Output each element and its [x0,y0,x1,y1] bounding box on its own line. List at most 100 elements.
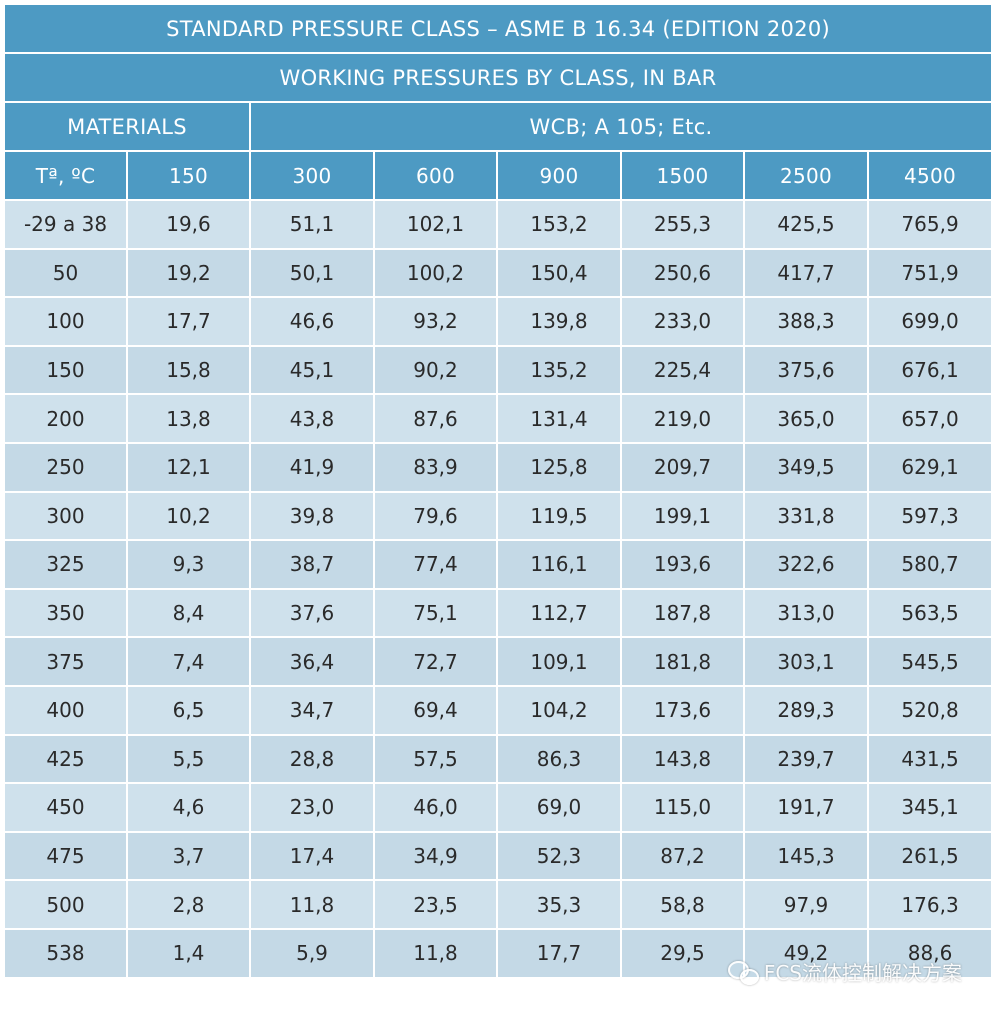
temperature-cell: 100 [3,296,128,347]
pressure-cell: 375,6 [743,344,869,396]
pressure-cell: 83,9 [373,441,498,493]
table-row: 425 5,5 28,8 57,5 86,3 143,8 239,7 431,5 [3,733,994,785]
pressure-cell: 17,7 [126,296,251,347]
pressure-cell: 193,6 [620,539,745,590]
temperature-cell: 150 [3,344,128,396]
pressure-cell: 176,3 [866,879,994,930]
temperature-cell: 475 [3,830,128,882]
pressure-cell: 38,7 [249,539,375,590]
pressure-cell: 116,1 [496,539,622,590]
pressure-cell: 23,0 [249,782,375,833]
pressure-cell: 43,8 [249,393,375,444]
pressure-cell: 125,8 [496,441,622,493]
pressure-cell: 46,6 [249,296,375,347]
pressure-cell: 239,7 [743,733,869,785]
pressure-cell: 150,4 [496,247,622,299]
pressure-cell: 629,1 [866,441,994,493]
table-row: 300 10,2 39,8 79,6 119,5 199,1 331,8 597,3 [3,490,994,542]
temperature-cell: 450 [3,782,128,833]
pressure-cell: 102,1 [373,199,498,250]
pressure-cell: 90,2 [373,344,498,396]
table-row: 350 8,4 37,6 75,1 112,7 187,8 313,0 563,5 [3,587,994,639]
pressure-cell: 86,3 [496,733,622,785]
pressure-cell: 37,6 [249,587,375,639]
pressure-cell: 11,8 [249,879,375,930]
watermark-text: FCS流体控制解决方案 [763,961,962,985]
pressure-cell: 1,4 [126,927,251,979]
pressure-cell: 115,0 [620,782,745,833]
pressure-cell: 34,7 [249,684,375,736]
table-row: 475 3,7 17,4 34,9 52,3 87,2 145,3 261,5 [3,830,994,882]
column-header-class-1500: 1500 [620,150,745,201]
pressure-cell: 93,2 [373,296,498,347]
pressure-cell: 520,8 [866,684,994,736]
temperature-cell: 200 [3,393,128,444]
table-row: 500 2,8 11,8 23,5 35,3 58,8 97,9 176,3 [3,879,994,930]
pressure-cell: 17,4 [249,830,375,882]
pressure-cell: 345,1 [866,782,994,833]
pressure-cell: 313,0 [743,587,869,639]
pressure-cell: 143,8 [620,733,745,785]
table-row: 375 7,4 36,4 72,7 109,1 181,8 303,1 545,5 [3,636,994,687]
pressure-cell: 250,6 [620,247,745,299]
pressure-cell: 425,5 [743,199,869,250]
pressure-cell: 11,8 [373,927,498,979]
temperature-cell: 50 [3,247,128,299]
title-row: STANDARD PRESSURE CLASS – ASME B 16.34 (… [2,3,994,54]
pressure-cell: 233,0 [620,296,745,347]
pressure-cell: 87,6 [373,393,498,444]
pressure-cell: 765,9 [866,199,994,250]
pressure-cell: 225,4 [620,344,745,396]
table-subtitle: WORKING PRESSURES BY CLASS, IN BAR [2,52,994,103]
pressure-cell: 46,0 [373,782,498,833]
pressure-cell: 145,3 [743,830,869,882]
table-row: 400 6,5 34,7 69,4 104,2 173,6 289,3 520,8 [3,684,994,736]
pressure-cell: 5,9 [249,927,375,979]
pressure-cell: 209,7 [620,441,745,493]
watermark: FCS流体控制解决方案 [727,957,962,986]
pressure-cell: 97,9 [743,879,869,930]
table-title: STANDARD PRESSURE CLASS – ASME B 16.34 (… [2,3,994,54]
pressure-cell: 69,4 [373,684,498,736]
temperature-cell: -29 a 38 [3,199,128,250]
pressure-cell: 35,3 [496,879,622,930]
temperature-cell: 300 [3,490,128,542]
pressure-cell: 388,3 [743,296,869,347]
pressure-cell: 580,7 [866,539,994,590]
column-header-class-150: 150 [126,150,251,201]
pressure-cell: 6,5 [126,684,251,736]
pressure-cell: 199,1 [620,490,745,542]
pressure-cell: 431,5 [866,733,994,785]
pressure-cell: 29,5 [620,927,745,979]
column-header-class-900: 900 [496,150,622,201]
pressure-cell: 657,0 [866,393,994,444]
materials-row: MATERIALS WCB; A 105; Etc. [3,101,994,152]
pressure-cell: 5,5 [126,733,251,785]
pressure-cell: 9,3 [126,539,251,590]
pressure-cell: 563,5 [866,587,994,639]
pressure-cell: 187,8 [620,587,745,639]
pressure-cell: 751,9 [866,247,994,299]
pressure-cell: 13,8 [126,393,251,444]
material-value: WCB; A 105; Etc. [248,101,994,152]
pressure-cell: 7,4 [126,636,251,687]
subtitle-row: WORKING PRESSURES BY CLASS, IN BAR [2,52,994,103]
pressure-cell: 699,0 [866,296,994,347]
table-row: 100 17,7 46,6 93,2 139,8 233,0 388,3 699,0 [3,296,994,347]
temperature-cell: 538 [3,927,128,979]
table-row: 200 13,8 43,8 87,6 131,4 219,0 365,0 657,0 [3,393,994,444]
materials-label: MATERIALS [3,101,251,152]
pressure-cell: 112,7 [496,587,622,639]
pressure-cell: 135,2 [496,344,622,396]
table-row: -29 a 38 19,6 51,1 102,1 153,2 255,3 425,5 765,… [3,199,994,250]
pressure-cell: 131,4 [496,393,622,444]
table-row: 50 19,2 50,1 100,2 150,4 250,6 417,7 751,9 [3,247,994,299]
pressure-cell: 36,4 [249,636,375,687]
pressure-cell: 77,4 [373,539,498,590]
column-header-row: Tª, ºC 150 300 600 900 1500 2500 4500 [3,150,994,201]
column-header-temperature: Tª, ºC [3,150,128,201]
column-header-class-2500: 2500 [743,150,869,201]
pressure-cell: 4,6 [126,782,251,833]
pressure-cell: 153,2 [496,199,622,250]
